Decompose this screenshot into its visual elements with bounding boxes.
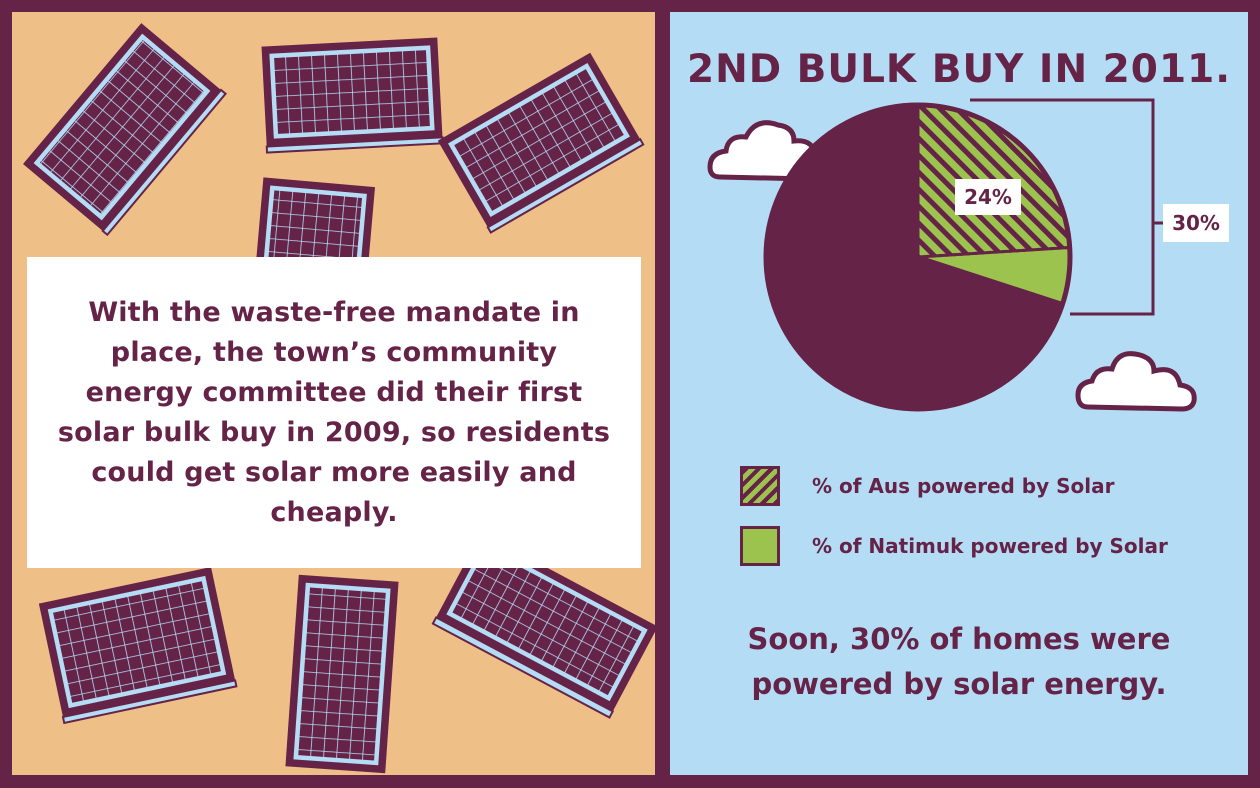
summary-text: Soon, 30% of homes were powered by solar… [747, 622, 1171, 701]
legend-label-natimuk: % of Natimuk powered by Solar [812, 534, 1168, 558]
legend-swatch-solid [740, 526, 780, 566]
left-panel: With the waste-free mandate in place, th… [12, 12, 655, 775]
solar-panel-icon [431, 532, 655, 719]
solar-panels-illustration [23, 23, 655, 774]
legend-item-natimuk: % of Natimuk powered by Solar [740, 524, 1168, 568]
solar-panel-icon [38, 566, 238, 725]
solar-panel-icon [23, 23, 227, 237]
intro-text-box: With the waste-free mandate in place, th… [27, 257, 641, 568]
pie-outline [763, 102, 1073, 412]
legend-item-aus: % of Aus powered by Solar [740, 464, 1114, 508]
pie-label-30: 30% [1163, 204, 1229, 242]
legend-label-aus: % of Aus powered by Solar [812, 474, 1115, 498]
cloud-icon [1075, 351, 1197, 412]
solar-panel-icon [285, 574, 399, 774]
pie-divider-aus [917, 245, 1070, 259]
chart-title: 2ND BULK BUY IN 2011. [686, 47, 1232, 92]
pie-label-24: 24% [955, 179, 1021, 215]
solar-panel-icon [261, 37, 444, 154]
pie-chart [763, 102, 1073, 412]
solar-panel-icon [437, 52, 645, 234]
legend-swatch-hatched [740, 466, 780, 506]
intro-text: With the waste-free mandate in place, th… [57, 296, 611, 528]
right-panel: 2ND BULK BUY IN 2011. 24% 30% [670, 12, 1248, 775]
